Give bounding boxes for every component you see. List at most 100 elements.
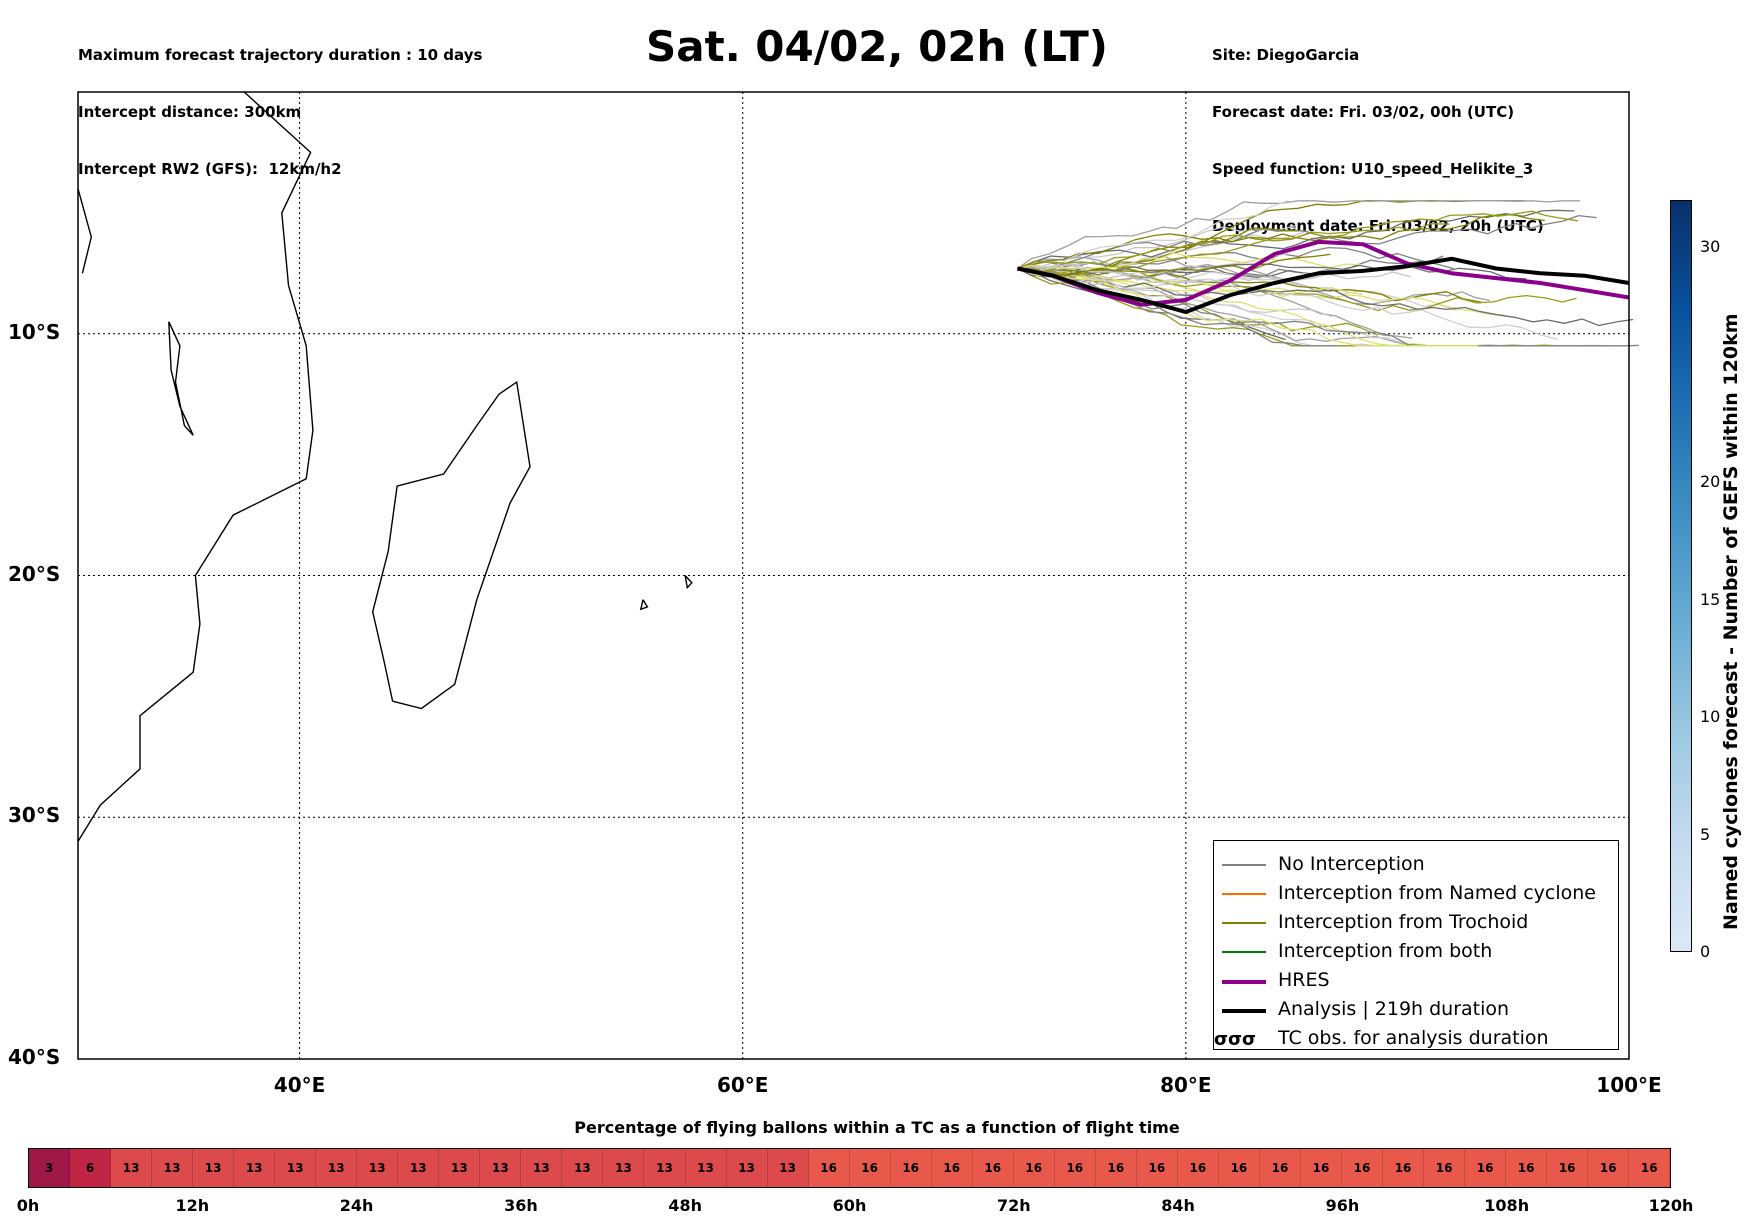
- strip-cell: 13: [193, 1149, 235, 1187]
- legend-item: σσσ TC obs. for analysis duration: [1214, 1025, 1618, 1053]
- strip-tick: 12h: [175, 1196, 210, 1215]
- ensemble-trajectory: [1017, 209, 1575, 270]
- strip-tick: 0h: [16, 1196, 40, 1215]
- strip-cell: 16: [1342, 1149, 1384, 1187]
- ensemble-trajectory: [1017, 214, 1545, 270]
- grid-layer: [78, 92, 1629, 1059]
- colorbar-tick: 20: [1700, 472, 1721, 491]
- strip-tick: 24h: [339, 1196, 374, 1215]
- strip-cell: 13: [111, 1149, 153, 1187]
- legend-swatch: [1222, 893, 1266, 895]
- chart-title: Sat. 04/02, 02h (LT): [646, 22, 1108, 71]
- map-frame: [77, 91, 1630, 1060]
- coastline: [168, 321, 194, 436]
- colorbar-tick: 30: [1700, 237, 1721, 256]
- trajectory-layer: [1017, 200, 1639, 347]
- legend-item: Interception from both: [1214, 938, 1618, 966]
- legend-item: HRES: [1214, 967, 1618, 995]
- strip-tick: 36h: [504, 1196, 538, 1215]
- ensemble-trajectory: [1017, 264, 1412, 286]
- y-tick-label: 10°S: [8, 319, 61, 344]
- legend-label: Analysis | 219h duration: [1278, 998, 1510, 1020]
- strip-cell: 16: [1013, 1149, 1055, 1187]
- strip-cell: 16: [1259, 1149, 1301, 1187]
- ensemble-trajectory: [1017, 264, 1413, 339]
- legend-swatch: [1222, 1009, 1266, 1013]
- header-line: Intercept RW2 (GFS): 12km/h2: [78, 160, 342, 178]
- strip-cell: 13: [767, 1149, 809, 1187]
- coastline: [371, 380, 531, 710]
- header-line: Maximum forecast trajectory duration : 1…: [78, 46, 483, 64]
- colorbar-tick: 0: [1700, 942, 1711, 961]
- legend-item: No Interception: [1214, 851, 1618, 879]
- strip-tick: 96h: [1325, 1196, 1360, 1215]
- legend-label: No Interception: [1278, 853, 1425, 875]
- x-tick-label: 40°E: [273, 1073, 326, 1097]
- strip-cell: 16: [1465, 1149, 1507, 1187]
- ensemble-trajectory: [1017, 253, 1331, 277]
- coastline: [684, 575, 693, 590]
- strip-cell: 13: [521, 1149, 563, 1187]
- ensemble-trajectory: [1017, 223, 1450, 270]
- strip-cell: 13: [562, 1149, 604, 1187]
- strip-cell: 16: [972, 1149, 1014, 1187]
- strip-cell: 13: [603, 1149, 645, 1187]
- strip-tick: 60h: [832, 1196, 867, 1215]
- strip-cell: 13: [685, 1149, 727, 1187]
- coastline-layer: [77, 91, 693, 842]
- legend-swatch: [1222, 980, 1266, 984]
- strip-cell: 6: [70, 1149, 112, 1187]
- ensemble-trajectory: [1017, 254, 1490, 306]
- strip-cell: 16: [1424, 1149, 1466, 1187]
- strip-cell: 13: [152, 1149, 194, 1187]
- x-tick-label: 60°E: [716, 1073, 769, 1097]
- colorbar-tick: 10: [1700, 707, 1721, 726]
- legend-swatch: [1222, 864, 1266, 866]
- strip-cell: 16: [1095, 1149, 1137, 1187]
- strip-cell: 13: [644, 1149, 686, 1187]
- strip-cell: 16: [931, 1149, 973, 1187]
- colorbar: [1670, 200, 1692, 952]
- coastline: [77, 91, 314, 842]
- strip-cell: 16: [1300, 1149, 1342, 1187]
- colorbar-label: Named cyclones forecast - Number of GEFS…: [1720, 313, 1742, 930]
- header-line: Site: DiegoGarcia: [1212, 46, 1360, 64]
- colorbar-tick: 5: [1700, 824, 1711, 844]
- strip-cell: 13: [234, 1149, 276, 1187]
- header-line: Intercept distance: 300km: [78, 103, 302, 121]
- strip-cell: 13: [275, 1149, 317, 1187]
- legend-label: HRES: [1278, 969, 1330, 991]
- strip-cell: 3: [29, 1149, 71, 1187]
- hres-trajectory: [1017, 239, 1630, 307]
- strip-cell: 16: [1629, 1149, 1671, 1187]
- strip-cell: 16: [1547, 1149, 1589, 1187]
- colorbar-tick: 15: [1700, 589, 1721, 609]
- strip-title: Percentage of flying ballons within a TC…: [574, 1118, 1180, 1137]
- strip-cell: 13: [316, 1149, 358, 1187]
- strip-tick: 84h: [1161, 1196, 1195, 1215]
- strip-cell: 16: [1136, 1149, 1178, 1187]
- strip-cell: 13: [726, 1149, 768, 1187]
- legend-label: Interception from Trochoid: [1278, 911, 1529, 933]
- y-tick-label: 20°S: [8, 561, 61, 586]
- strip-cell: 13: [439, 1149, 481, 1187]
- strip-cell: 16: [890, 1149, 932, 1187]
- strip-tick: 120h: [1648, 1196, 1694, 1215]
- strip-cell: 16: [1506, 1149, 1548, 1187]
- tc-percentage-strip: 3 6 13 13 13 13 13 13 13 13 13 13 13 13 13 13 13 13 13 16 16…: [28, 1148, 1671, 1188]
- header-left: Maximum forecast trajectory duration : 1…: [78, 8, 482, 198]
- strip-tick: 48h: [668, 1196, 703, 1215]
- legend-swatch: σσσ: [1214, 1028, 1257, 1050]
- strip-cell: 16: [808, 1149, 850, 1187]
- strip-tick: 72h: [996, 1196, 1031, 1215]
- legend-item: Analysis | 219h duration: [1214, 996, 1618, 1024]
- legend-item: Interception from Named cyclone: [1214, 880, 1618, 908]
- ensemble-trajectory: [1017, 210, 1579, 276]
- legend-label: Interception from Named cyclone: [1278, 882, 1596, 904]
- ensemble-trajectory: [1017, 267, 1479, 347]
- strip-cell: 16: [1177, 1149, 1219, 1187]
- legend-label: TC obs. for analysis duration: [1278, 1027, 1549, 1049]
- header-line: Forecast date: Fri. 03/02, 00h (UTC): [1212, 103, 1515, 121]
- y-tick-label: 30°S: [8, 803, 61, 828]
